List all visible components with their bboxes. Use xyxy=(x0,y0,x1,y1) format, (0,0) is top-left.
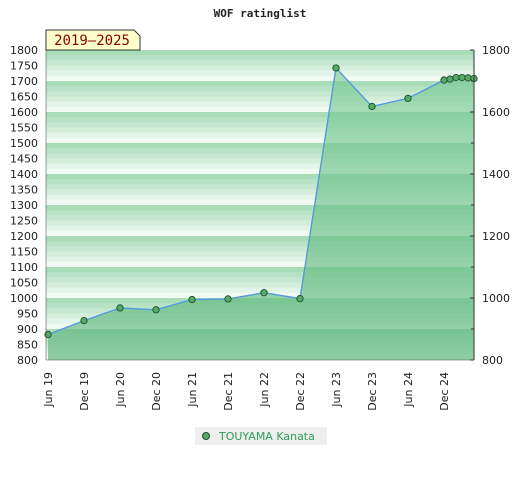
right-tick-label: 800 xyxy=(482,354,503,367)
period-badge: 2019–2025 xyxy=(45,29,141,51)
left-tick-label: 1650 xyxy=(10,91,38,104)
left-tick-label: 800 xyxy=(17,354,38,367)
x-tick-label: Dec 22 xyxy=(294,372,307,411)
data-point xyxy=(404,94,412,103)
x-tick-label: Jun 19 xyxy=(42,372,55,408)
data-area xyxy=(48,67,474,360)
right-tick-label: 1000 xyxy=(482,292,510,305)
period-badge-text: 2019–2025 xyxy=(54,33,130,49)
data-point xyxy=(452,73,460,82)
right-tick-label: 1200 xyxy=(482,230,510,243)
left-tick-label: 1000 xyxy=(10,292,38,305)
data-point xyxy=(80,316,88,325)
grid-band xyxy=(46,143,474,175)
data-point xyxy=(332,64,340,72)
x-tick-label: Dec 21 xyxy=(222,372,235,411)
x-tick-label: Dec 20 xyxy=(150,372,163,411)
x-tick-label: Jun 22 xyxy=(258,372,271,408)
x-tick-label: Jun 24 xyxy=(402,372,415,408)
data-point xyxy=(458,73,466,82)
x-tick-label: Jun 20 xyxy=(114,372,127,408)
data-point xyxy=(116,304,124,312)
grid-band xyxy=(46,205,474,237)
grid-band xyxy=(46,50,474,82)
x-tick-label: Dec 23 xyxy=(366,372,379,411)
right-tick-label: 1400 xyxy=(482,168,510,181)
left-tick-label: 950 xyxy=(17,308,38,321)
right-tick-label: 1800 xyxy=(482,44,510,57)
left-tick-label: 1700 xyxy=(10,75,38,88)
legend-background xyxy=(195,427,327,445)
x-axis: Jun 19 Dec 19 Jun 20 Dec 20 Jun 21 Dec 21 Jun … xyxy=(42,359,474,411)
grid-band xyxy=(46,81,474,113)
data-point xyxy=(224,295,232,303)
legend-marker-icon xyxy=(202,432,210,440)
grid-band xyxy=(46,236,474,268)
data-point xyxy=(260,289,268,297)
grid-band xyxy=(46,174,474,206)
legend[interactable]: TOUYAMA Kanata xyxy=(195,427,327,445)
data-point xyxy=(152,306,160,314)
data-point xyxy=(368,102,376,111)
left-tick-label: 1100 xyxy=(10,261,38,274)
left-tick-label: 850 xyxy=(17,339,38,352)
data-point xyxy=(446,75,454,83)
x-tick-label: Dec 19 xyxy=(78,372,91,411)
right-y-axis: 800 1000 1200 1400 1600 1800 xyxy=(470,44,510,367)
x-tick-label: Dec 24 xyxy=(438,372,451,411)
data-point xyxy=(188,295,196,304)
left-tick-label: 1200 xyxy=(10,230,38,243)
left-tick-label: 1350 xyxy=(10,184,38,197)
data-markers xyxy=(44,64,478,339)
x-tick-label: Jun 23 xyxy=(330,372,343,408)
left-tick-label: 1600 xyxy=(10,106,38,119)
left-tick-label: 1250 xyxy=(10,215,38,228)
legend-series-label: TOUYAMA Kanata xyxy=(218,430,315,443)
data-point xyxy=(440,76,448,84)
left-tick-label: 1800 xyxy=(10,44,38,57)
left-tick-label: 1300 xyxy=(10,199,38,212)
left-tick-label: 1450 xyxy=(10,153,38,166)
data-point xyxy=(296,294,304,303)
left-y-axis: 800 850 900 950 1000 1050 1100 1150 1200 1250 1300… xyxy=(10,44,47,367)
x-tick-label: Jun 21 xyxy=(186,372,199,408)
right-tick-label: 1600 xyxy=(482,106,510,119)
left-tick-label: 1750 xyxy=(10,60,38,73)
grid-band xyxy=(46,112,474,144)
series-area xyxy=(48,67,474,360)
data-point xyxy=(44,330,52,339)
left-tick-label: 900 xyxy=(17,323,38,336)
data-point xyxy=(464,74,472,82)
left-tick-label: 1400 xyxy=(10,168,38,181)
left-tick-label: 1550 xyxy=(10,122,38,135)
left-tick-label: 1500 xyxy=(10,137,38,150)
left-tick-label: 1050 xyxy=(10,277,38,290)
left-tick-label: 1150 xyxy=(10,246,38,259)
chart-title: WOF ratinglist xyxy=(214,7,307,20)
